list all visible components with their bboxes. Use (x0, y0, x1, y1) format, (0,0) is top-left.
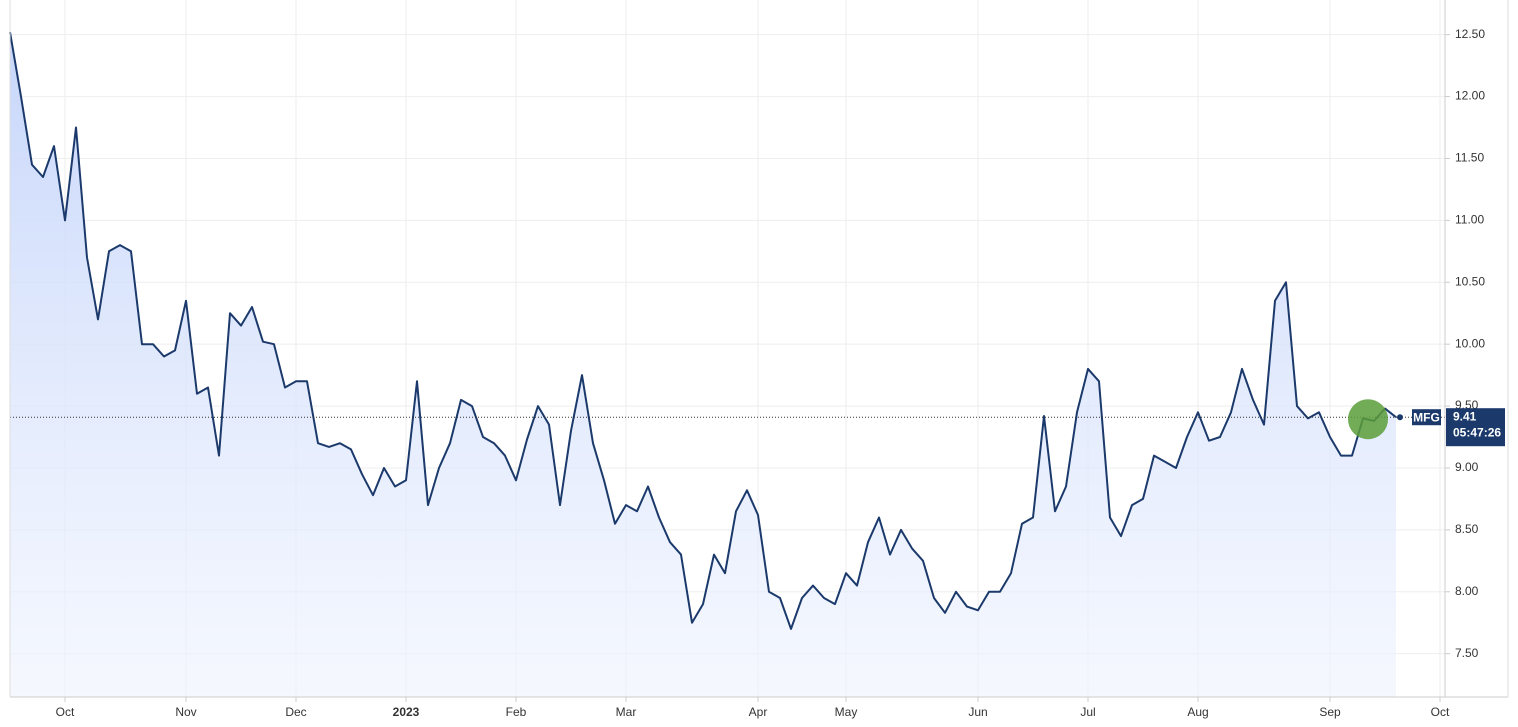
y-tick-label: 7.50 (1455, 646, 1479, 660)
highlight (1348, 399, 1388, 440)
x-tick-label: Dec (285, 705, 306, 719)
x-tick-label: Apr (749, 705, 768, 719)
x-tick-label: Oct (1431, 705, 1450, 719)
y-tick-label: 9.00 (1455, 460, 1479, 474)
x-tick-label: Feb (506, 705, 527, 719)
x-tick-label: Sep (1319, 705, 1341, 719)
y-tick-label: 10.00 (1455, 336, 1485, 350)
plot (9, 32, 1445, 697)
y-tick-label: 10.50 (1455, 274, 1485, 288)
x-tick-label: 2023 (393, 705, 420, 719)
x-tick-label: May (835, 705, 858, 719)
last-price: 9.41 (1453, 409, 1477, 423)
last-time: 05:47:26 (1453, 425, 1501, 439)
y-tick-label: 12.00 (1455, 89, 1485, 103)
area (10, 32, 1396, 697)
symbol: MFG (1413, 410, 1440, 424)
y-tick-label: 8.50 (1455, 522, 1479, 536)
symbol-box (1412, 409, 1441, 426)
x-tick-label: Jul (1080, 705, 1095, 719)
last-price-badge: MFG 9.41 05:47:26 (1412, 408, 1505, 447)
x-tick-label: Mar (616, 705, 637, 719)
axis-labels: 7.508.008.509.009.5010.0010.5011.0011.50… (56, 27, 1505, 719)
x-tick-label: Aug (1187, 705, 1208, 719)
y-tick-label: 11.00 (1455, 213, 1484, 227)
y-tick-label: 11.50 (1455, 151, 1484, 165)
x-tick-label: Nov (175, 705, 196, 719)
y-tick-label: 12.50 (1455, 27, 1485, 41)
x-tick-label: Oct (56, 705, 75, 719)
price-box (1446, 408, 1505, 447)
y-tick-label: 8.00 (1455, 584, 1479, 598)
last-point (1397, 414, 1403, 421)
price-line (9, 32, 1397, 630)
x-tick-label: Jun (968, 705, 987, 719)
